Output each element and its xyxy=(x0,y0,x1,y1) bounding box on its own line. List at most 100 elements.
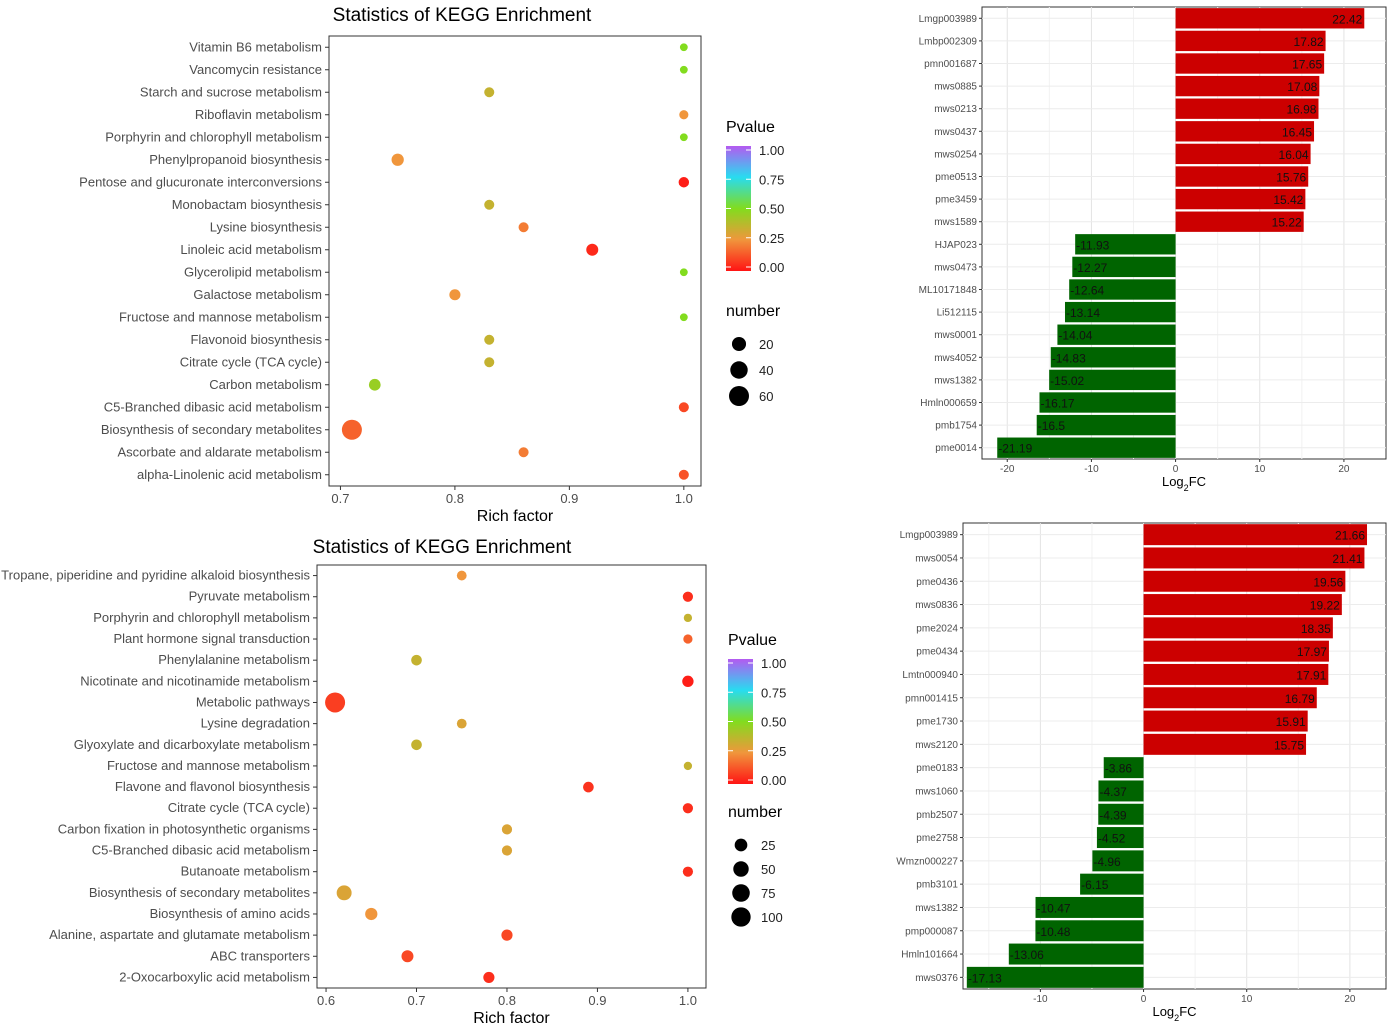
number-legend-dot xyxy=(731,907,751,927)
bar xyxy=(1143,687,1317,709)
x-tick-label: 20 xyxy=(1344,994,1356,1005)
bar xyxy=(1035,896,1144,918)
bar xyxy=(1092,850,1144,872)
x-axis-label: Rich factor xyxy=(477,508,554,525)
data-point xyxy=(484,87,495,98)
data-point xyxy=(449,289,461,301)
category-label: mws4052 xyxy=(934,353,977,364)
category-label: Vitamin B6 metabolism xyxy=(189,39,322,54)
bar xyxy=(1175,75,1320,97)
bar xyxy=(1143,710,1308,732)
data-label: 15.76 xyxy=(1276,171,1306,185)
kegg-bubble-chart-1: Statistics of KEGG Enrichment Vitamin B6 … xyxy=(79,5,784,525)
number-legend-label: 40 xyxy=(759,363,773,378)
category-label: Starch and sucrose metabolism xyxy=(140,84,322,99)
data-point xyxy=(456,570,467,581)
bar xyxy=(1143,547,1365,569)
data-label: -10.48 xyxy=(1036,925,1070,939)
plot-frame xyxy=(981,6,1387,460)
bar xyxy=(1175,143,1311,165)
data-label: -4.96 xyxy=(1093,855,1121,869)
data-point xyxy=(682,591,694,602)
bar xyxy=(1008,943,1144,965)
pvalue-legend-label: 0.50 xyxy=(759,202,784,217)
bar xyxy=(1175,121,1315,142)
bar xyxy=(1103,757,1144,779)
pvalue-legend-title: Pvalue xyxy=(728,632,777,649)
category-label: pme2024 xyxy=(916,623,958,634)
category-label: Citrate cycle (TCA cycle) xyxy=(168,800,310,815)
category-label: ML10171848 xyxy=(919,285,978,296)
data-point xyxy=(501,845,513,856)
number-legend-dot xyxy=(734,838,748,852)
category-label: pme0513 xyxy=(935,172,977,183)
category-label: C5-Branched dibasic acid metabolism xyxy=(104,399,322,414)
data-point xyxy=(484,357,495,368)
data-label: 16.04 xyxy=(1279,148,1309,162)
data-label: -17.13 xyxy=(968,971,1002,985)
category-label: mws0885 xyxy=(934,82,977,93)
category-label: Pentose and glucuronate interconversions xyxy=(79,174,322,189)
data-point xyxy=(683,613,693,623)
bar xyxy=(1175,98,1319,119)
bar xyxy=(1036,414,1176,436)
number-legend-dot xyxy=(732,884,750,902)
data-point xyxy=(678,402,689,413)
data-label: -15.02 xyxy=(1050,374,1084,388)
category-label: Li512115 xyxy=(937,308,978,319)
category-label: pmn001415 xyxy=(905,693,958,704)
x-tick-label: 0.9 xyxy=(588,993,606,1008)
number-legend-title: number xyxy=(726,303,781,320)
x-tick-label: 0 xyxy=(1141,994,1147,1005)
number-legend-dot xyxy=(730,361,748,379)
category-label: 2-Oxocarboxylic acid metabolism xyxy=(119,969,310,984)
x-tick-label: 0.7 xyxy=(407,993,425,1008)
category-label: Nicotinate and nicotinamide metabolism xyxy=(80,673,310,688)
category-label: C5-Branched dibasic acid metabolism xyxy=(92,843,310,858)
number-legend-label: 20 xyxy=(759,337,773,352)
data-label: 17.97 xyxy=(1297,645,1327,659)
category-label: Monobactam biosynthesis xyxy=(172,197,323,212)
data-label: 19.56 xyxy=(1313,575,1343,589)
data-label: -14.83 xyxy=(1052,351,1086,365)
category-label: mws0213 xyxy=(934,104,977,115)
pvalue-legend-label: 1.00 xyxy=(759,143,784,158)
data-point xyxy=(682,675,694,687)
bar xyxy=(1096,827,1144,849)
category-label: Carbon metabolism xyxy=(209,377,322,392)
category-label: Biosynthesis of secondary metabolites xyxy=(89,885,311,900)
number-legend-label: 50 xyxy=(761,862,775,877)
category-label: mws0054 xyxy=(915,553,958,564)
category-label: mws0437 xyxy=(934,127,977,138)
bar xyxy=(1035,920,1144,942)
category-label: Phenylalanine metabolism xyxy=(158,652,310,667)
data-point xyxy=(325,692,346,713)
data-label: 15.91 xyxy=(1276,715,1306,729)
category-label: Wmzn000227 xyxy=(896,856,958,867)
data-label: -4.52 xyxy=(1098,832,1126,846)
data-point xyxy=(341,419,362,440)
number-legend-title: number xyxy=(728,804,783,821)
bar xyxy=(1050,347,1176,368)
category-label: alpha-Linolenic acid metabolism xyxy=(137,467,322,482)
number-legend-dot xyxy=(731,336,747,352)
plot-frame xyxy=(962,522,1387,990)
category-label: Phenylpropanoid biosynthesis xyxy=(149,152,322,167)
bar xyxy=(1143,524,1368,546)
data-point xyxy=(683,761,693,771)
data-point xyxy=(501,824,513,835)
bar xyxy=(1098,803,1144,825)
category-label: Butanoate metabolism xyxy=(181,864,310,879)
bar xyxy=(1143,640,1329,662)
category-label: Alanine, aspartate and glutamate metabol… xyxy=(49,927,310,942)
category-label: pme0183 xyxy=(916,763,958,774)
data-label: 17.91 xyxy=(1296,668,1326,682)
x-tick-label: 20 xyxy=(1338,464,1350,475)
x-tick-label: 0.7 xyxy=(331,491,349,506)
data-label: -13.14 xyxy=(1066,306,1100,320)
data-label: 15.75 xyxy=(1274,738,1304,752)
x-tick-label: -20 xyxy=(1000,464,1015,475)
category-label: pme0014 xyxy=(935,443,977,454)
category-label: Biosynthesis of amino acids xyxy=(150,906,311,921)
